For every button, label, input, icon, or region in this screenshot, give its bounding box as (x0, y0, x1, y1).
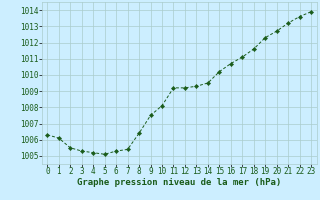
X-axis label: Graphe pression niveau de la mer (hPa): Graphe pression niveau de la mer (hPa) (77, 178, 281, 187)
